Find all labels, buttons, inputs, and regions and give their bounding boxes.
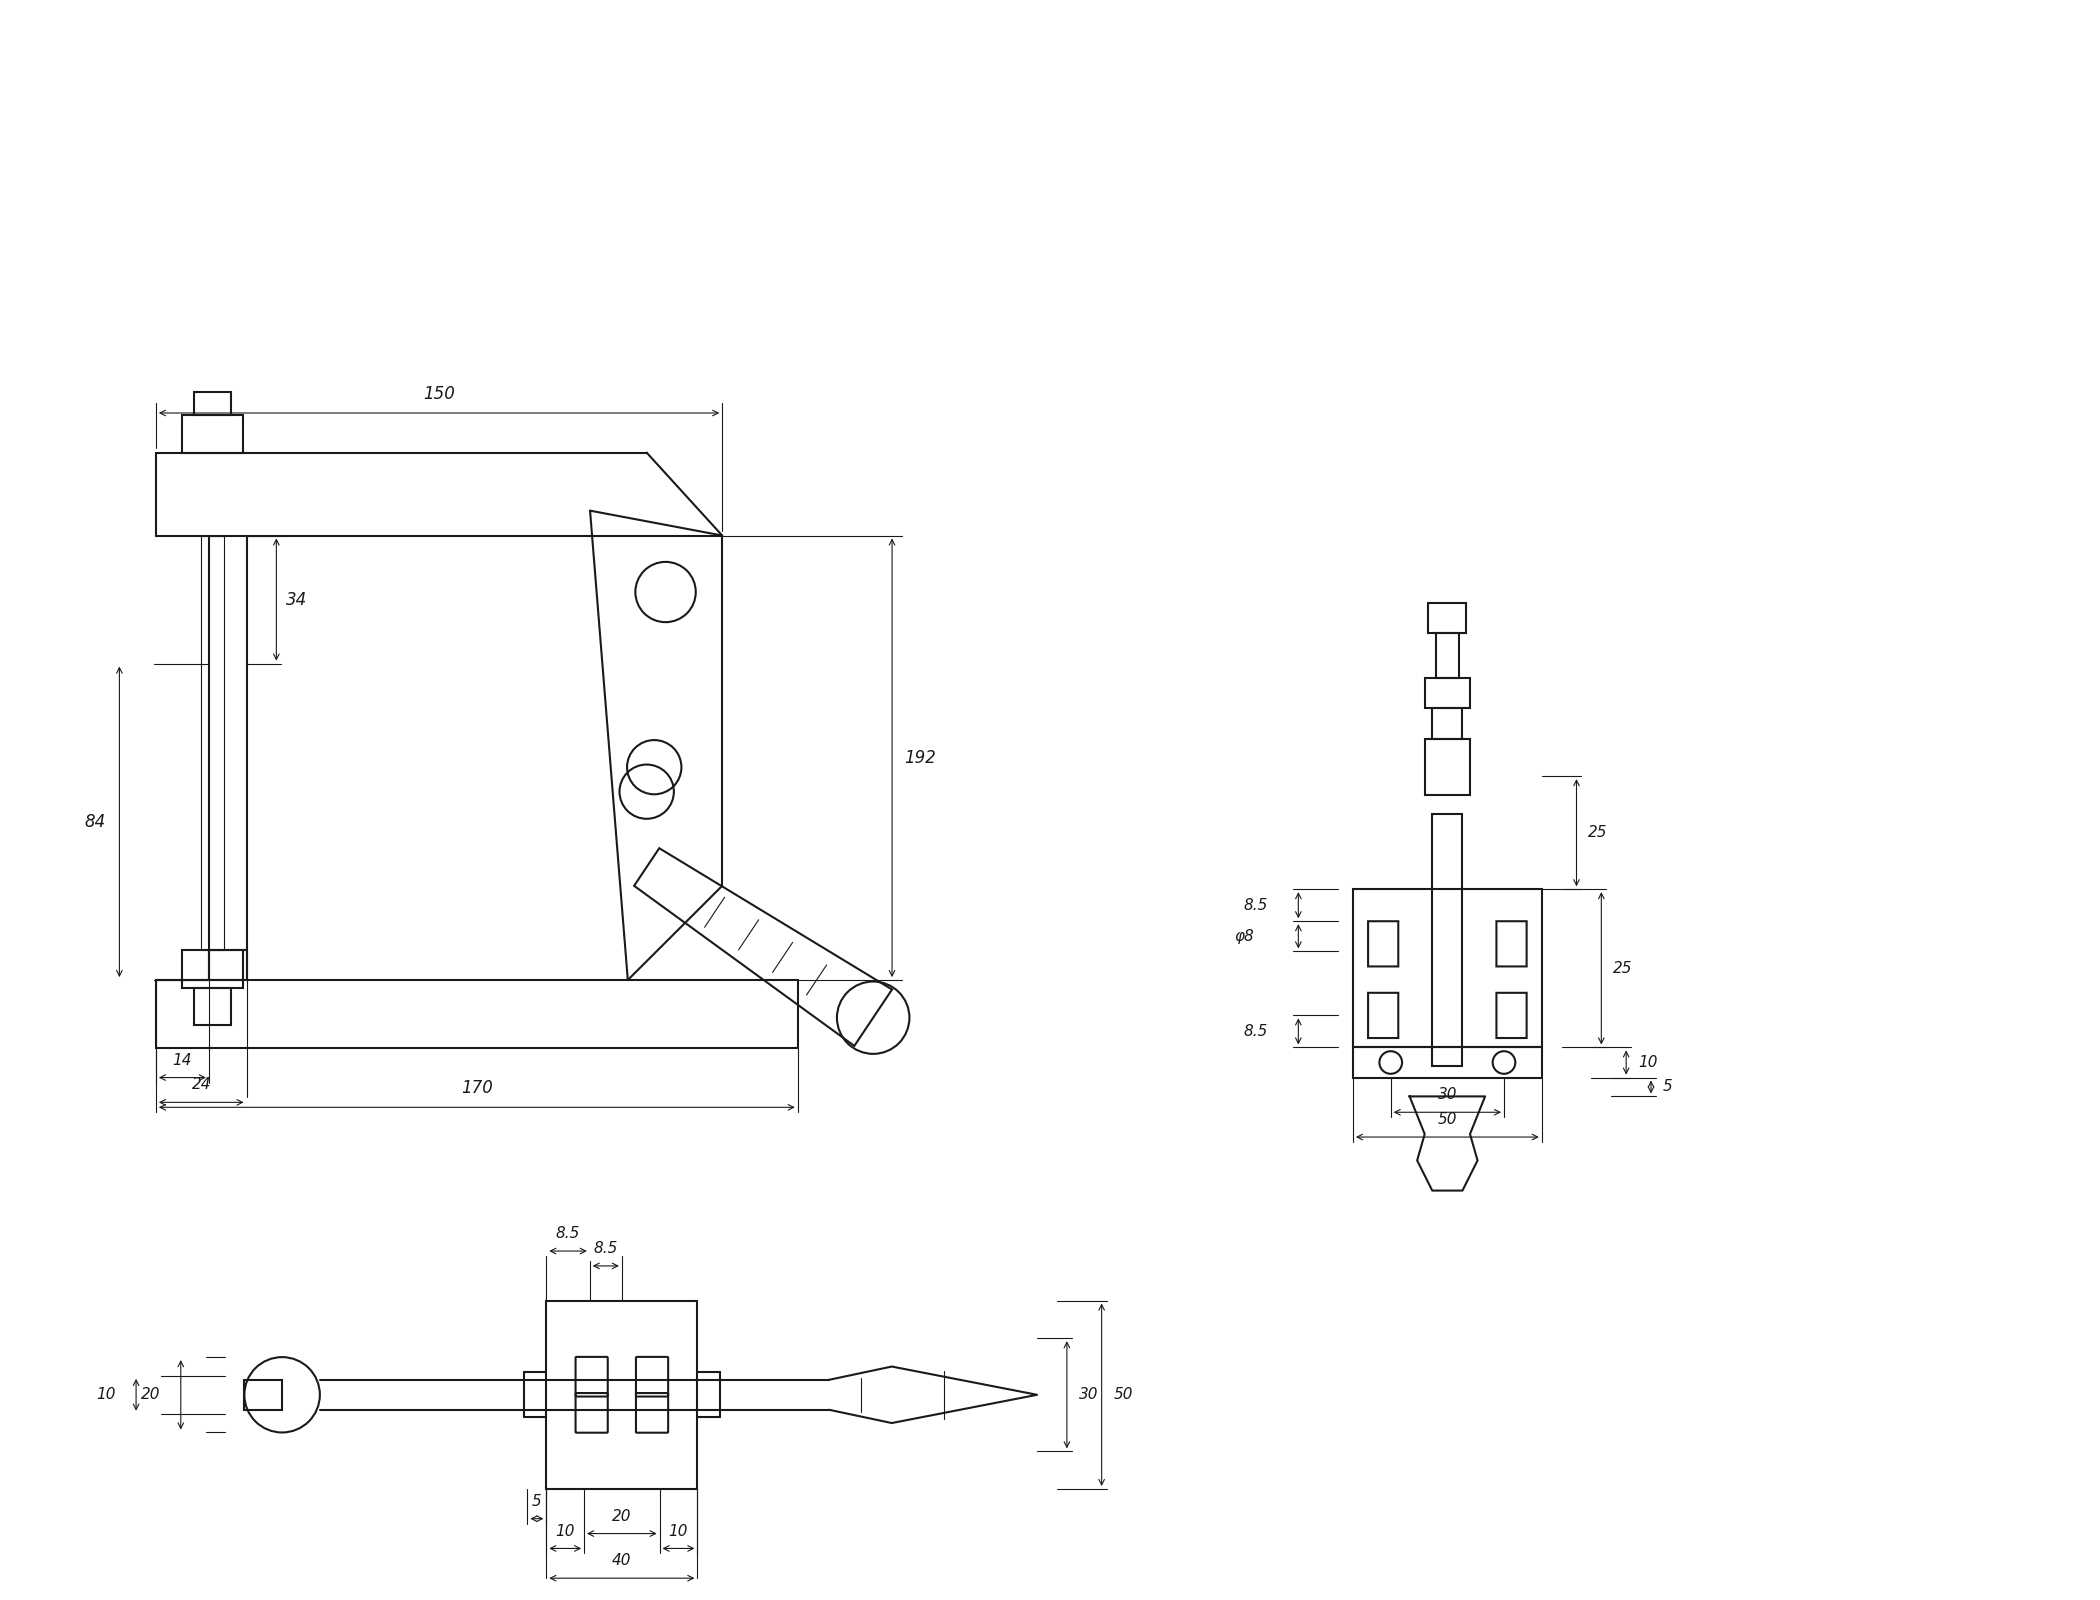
Text: 24: 24 bbox=[191, 1077, 210, 1093]
Text: 8.5: 8.5 bbox=[556, 1226, 580, 1242]
Text: 8.5: 8.5 bbox=[1243, 1024, 1268, 1038]
Text: 30: 30 bbox=[1079, 1387, 1098, 1402]
Bar bbox=[1436, 634, 1459, 678]
Bar bbox=[1432, 709, 1462, 739]
Bar bbox=[1428, 603, 1466, 634]
Text: 8.5: 8.5 bbox=[594, 1242, 617, 1256]
Text: 20: 20 bbox=[611, 1509, 632, 1523]
Text: 192: 192 bbox=[903, 749, 937, 766]
Text: 50: 50 bbox=[1438, 1112, 1457, 1126]
Text: 50: 50 bbox=[1113, 1387, 1134, 1402]
Text: 20: 20 bbox=[141, 1387, 160, 1402]
Text: 150: 150 bbox=[422, 386, 456, 403]
Text: 10: 10 bbox=[668, 1523, 689, 1539]
Text: 10: 10 bbox=[556, 1523, 575, 1539]
Bar bbox=[183, 950, 244, 987]
Text: 8.5: 8.5 bbox=[1243, 898, 1268, 912]
Bar bbox=[244, 1379, 281, 1410]
Bar bbox=[155, 981, 798, 1048]
Text: 14: 14 bbox=[172, 1053, 191, 1067]
Bar bbox=[193, 987, 231, 1026]
Bar bbox=[202, 536, 225, 950]
Bar bbox=[1424, 739, 1470, 795]
Text: 10: 10 bbox=[1638, 1054, 1657, 1070]
Text: 170: 170 bbox=[460, 1080, 493, 1098]
Bar bbox=[546, 1301, 697, 1490]
Bar bbox=[1352, 1048, 1541, 1077]
Text: 30: 30 bbox=[1438, 1088, 1457, 1102]
Bar bbox=[1424, 678, 1470, 709]
Bar bbox=[1352, 890, 1541, 1048]
Text: φ8: φ8 bbox=[1235, 930, 1254, 944]
Text: 5: 5 bbox=[531, 1494, 542, 1509]
Text: 10: 10 bbox=[97, 1387, 116, 1402]
Text: 34: 34 bbox=[286, 590, 307, 608]
Bar bbox=[193, 392, 231, 414]
Bar bbox=[1432, 814, 1462, 1066]
Text: 25: 25 bbox=[1588, 826, 1609, 840]
Text: 25: 25 bbox=[1613, 962, 1634, 976]
Text: 84: 84 bbox=[84, 813, 105, 830]
Bar bbox=[183, 414, 244, 453]
Text: 40: 40 bbox=[611, 1554, 632, 1568]
Text: 5: 5 bbox=[1663, 1080, 1674, 1094]
